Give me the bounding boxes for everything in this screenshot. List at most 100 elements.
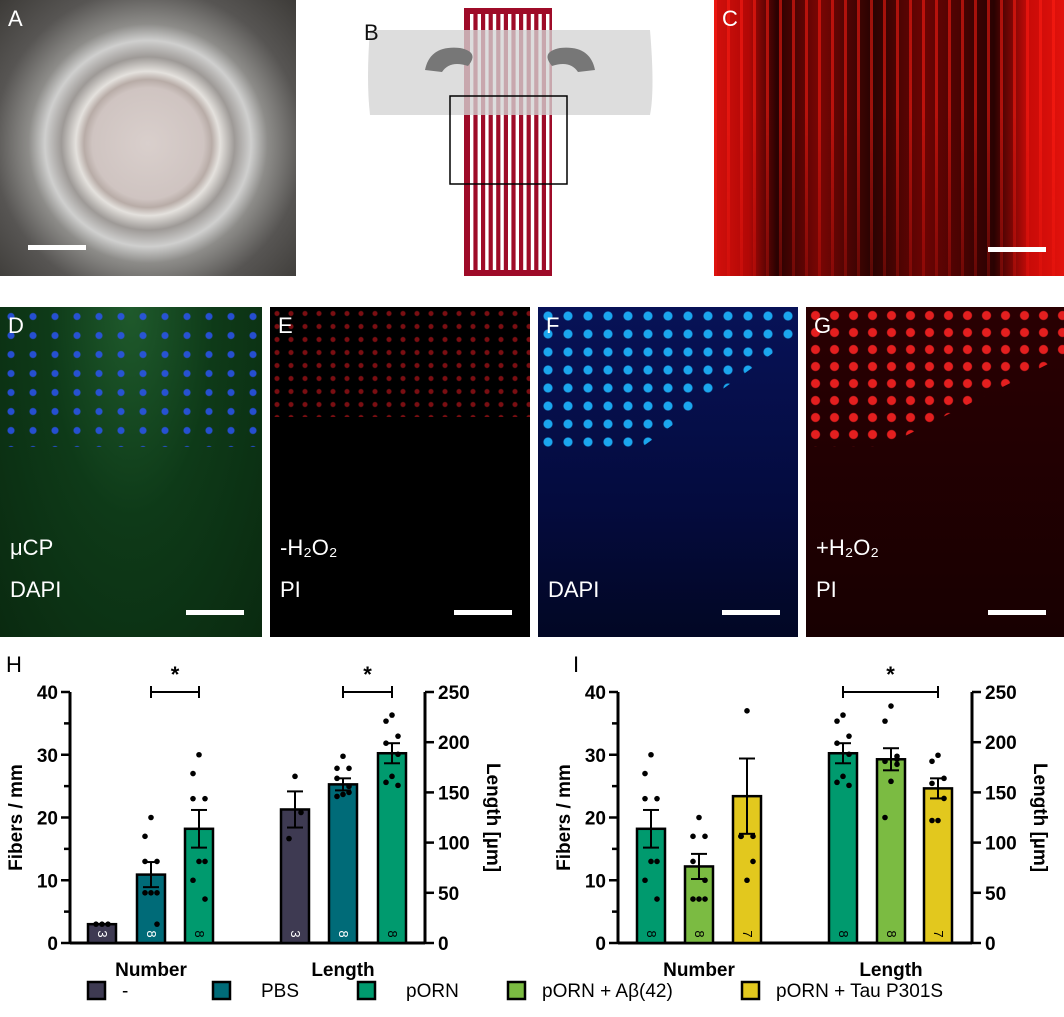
data-point [334, 793, 340, 800]
panel-label: E [278, 313, 293, 338]
data-point [834, 718, 840, 724]
bar-length [327, 783, 359, 945]
tick-label-right: 150 [438, 783, 470, 804]
scale-bar [988, 610, 1046, 615]
data-point [298, 809, 304, 816]
data-point [654, 858, 660, 865]
significance-asterisk: * [886, 662, 895, 687]
pattern-stripes [470, 14, 550, 270]
data-point [935, 752, 941, 759]
legend-swatch [86, 980, 107, 1001]
tick-label-right: 200 [438, 733, 470, 754]
data-point [882, 758, 888, 765]
data-point [840, 712, 846, 718]
bar-length [875, 758, 907, 945]
data-point [642, 795, 648, 802]
data-point [690, 833, 696, 840]
data-point [340, 791, 346, 798]
data-point [941, 775, 947, 782]
group-label: Number [663, 960, 735, 981]
legend: - PBS pORN pORN + Aβ(42) pORN + Tau P301S [86, 980, 943, 1002]
data-point [648, 751, 654, 758]
tick-label-left: 10 [585, 871, 606, 892]
stripe [470, 14, 474, 270]
n-label: 8 [144, 930, 159, 937]
data-point [142, 890, 148, 896]
n-label: 3 [95, 930, 110, 937]
data-point [894, 756, 900, 763]
hippocampus-right [547, 47, 595, 72]
data-point [346, 765, 352, 772]
data-point [196, 751, 202, 758]
data-point [702, 877, 708, 884]
y-axis-title-left: Fibers / mm [6, 764, 27, 871]
data-point [744, 708, 750, 714]
brain-slice-shape [368, 30, 653, 115]
n-label: 7 [740, 930, 755, 937]
tick-label-left: 20 [585, 809, 606, 830]
legend-swatch [506, 980, 527, 1001]
data-point [744, 877, 750, 884]
stripe [546, 14, 550, 270]
data-point [395, 733, 401, 739]
stripe [515, 14, 519, 270]
bar-length [279, 808, 311, 945]
data-point [888, 703, 894, 709]
tick-label-left: 30 [585, 746, 606, 767]
data-point [648, 858, 654, 865]
hippocampus-left [425, 47, 473, 72]
tick-label-right: 50 [985, 884, 1006, 905]
n-label: 7 [931, 930, 946, 937]
data-point [929, 758, 935, 765]
data-point [389, 773, 395, 780]
tick-label-left: 40 [585, 683, 606, 704]
data-point [696, 814, 702, 821]
chart-i: 0 10 20 30 40 0 50 100 150 200 250 Fibers / mm Lengt… [554, 662, 1050, 981]
data-point [202, 795, 208, 802]
data-point [196, 858, 202, 865]
data-point [93, 921, 99, 927]
data-point [148, 890, 154, 896]
panel-label: F [546, 313, 560, 338]
data-point [292, 773, 298, 780]
data-point [154, 921, 160, 927]
data-point [882, 814, 888, 821]
data-point [190, 770, 196, 777]
data-point [334, 775, 340, 782]
data-point [882, 718, 888, 724]
data-point [340, 753, 346, 760]
data-point [840, 773, 846, 780]
stripe [523, 14, 527, 270]
y-axis-title-left: Fibers / mm [554, 764, 575, 871]
legend-label: PBS [261, 981, 299, 1002]
data-point [142, 858, 148, 865]
data-point [834, 779, 840, 786]
caption-condition: -H₂O₂ [280, 535, 338, 560]
data-point [846, 733, 852, 739]
scale-bar [988, 247, 1046, 252]
data-point [383, 718, 389, 724]
tick-label-right: 250 [985, 683, 1017, 704]
data-point [383, 740, 389, 747]
stripe [530, 14, 535, 270]
caption-stain-1: μCP [10, 535, 54, 560]
legend-swatch [740, 980, 761, 1001]
panel-label: B [364, 20, 379, 45]
data-point [894, 761, 900, 768]
stripe [485, 14, 489, 270]
panel-label-i: I [573, 652, 579, 677]
data-point [690, 858, 696, 865]
data-point [642, 877, 648, 884]
data-point [888, 778, 894, 785]
panel-d-ucp-dapi: D μCP DAPI [0, 307, 262, 637]
data-point [395, 782, 401, 789]
panel-f-dapi: F DAPI [538, 307, 798, 637]
zoom-region-box [449, 95, 568, 185]
n-label: 3 [288, 930, 303, 937]
panel-e-pi-control: E -H₂O₂ PI [270, 307, 530, 637]
data-point [148, 814, 154, 821]
scale-bar [454, 610, 512, 615]
legend-label: pORN + Aβ(42) [542, 981, 673, 1002]
